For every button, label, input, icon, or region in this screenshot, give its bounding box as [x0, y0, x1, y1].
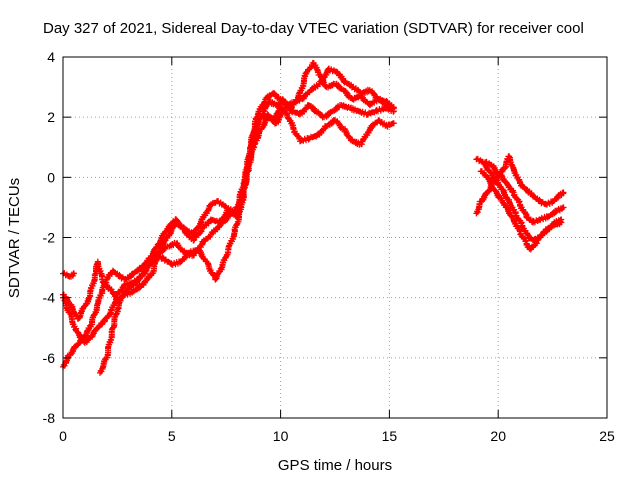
series-markers [477, 168, 565, 253]
x-tick-labels: 0 5 10 15 20 25 [59, 428, 615, 444]
x-axis-label: GPS time / hours [278, 457, 392, 474]
x-tick-label: 10 [273, 428, 289, 444]
series-track-i [482, 153, 567, 208]
grid-lines [63, 57, 607, 418]
x-tick-label: 25 [599, 428, 615, 444]
y-tick-label: 4 [47, 49, 55, 65]
series-markers [482, 153, 567, 208]
y-tick-label: -4 [43, 290, 56, 306]
series-track-e [97, 65, 397, 376]
data-points [60, 59, 567, 376]
y-axis-label: SDTVAR / TECUs [6, 178, 23, 298]
y-tick-label: -6 [43, 350, 56, 366]
x-tick-label: 5 [168, 428, 176, 444]
x-tick-label: 0 [59, 428, 67, 444]
series-track-h [477, 168, 565, 253]
x-tick-label: 20 [490, 428, 506, 444]
y-tick-labels: -8 -6 -4 -2 0 2 4 [43, 49, 56, 426]
y-tick-label: -8 [43, 410, 56, 426]
chart-title: Day 327 of 2021, Sidereal Day-to-day VTE… [43, 20, 584, 37]
y-tick-label: 2 [47, 109, 55, 125]
y-tick-label: 0 [47, 169, 55, 185]
series-markers [97, 65, 397, 376]
axis-ticks [62, 56, 608, 419]
x-tick-label: 15 [382, 428, 398, 444]
y-tick-label: -2 [43, 230, 56, 246]
